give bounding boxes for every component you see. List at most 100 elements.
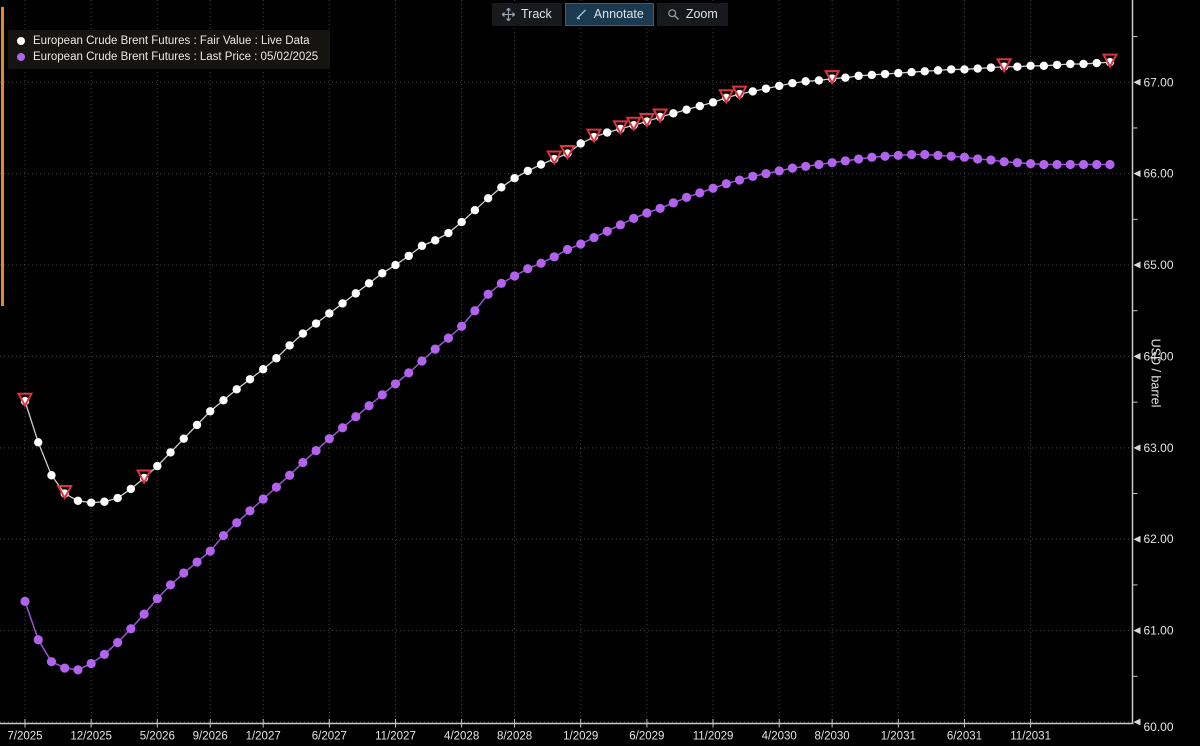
last-price-point [920, 149, 930, 160]
last-price-point [787, 163, 798, 173]
y-axis-label: 63.00 [1144, 441, 1174, 455]
last-price-point [192, 557, 202, 567]
fair-value-point [880, 69, 890, 79]
last-price-point [311, 445, 321, 456]
legend-item-fair-value[interactable]: European Crude Brent Futures : Fair Valu… [17, 33, 318, 49]
fair-value-point [444, 228, 453, 238]
legend-item-label: European Crude Brent Futures : Fair Valu… [33, 35, 310, 47]
last-price-point [443, 333, 454, 343]
fair-value-point [933, 66, 943, 75]
last-price-point [232, 518, 242, 528]
magnifier-icon [668, 9, 679, 20]
last-price-point [774, 166, 784, 176]
last-price-point [483, 289, 493, 299]
fair-value-line [24, 61, 1111, 504]
fair-value-point [206, 407, 215, 416]
fair-value-point [126, 484, 136, 494]
last-price-point [734, 175, 745, 185]
fair-value-point [404, 251, 413, 261]
panel-accent-bar [1, 7, 4, 306]
last-price-point [126, 624, 136, 634]
last-price-point [86, 658, 96, 669]
last-price-point [523, 264, 533, 274]
annotation-triangle-icon [718, 89, 735, 105]
fair-value-point [497, 183, 506, 192]
last-price-point [46, 657, 57, 667]
annotate-button[interactable]: Annotate [564, 3, 654, 26]
x-axis-label: 1/2027 [246, 731, 281, 743]
last-price-point [245, 506, 255, 516]
annotation-triangle-icon [559, 145, 576, 161]
legend-item-last-price[interactable]: European Crude Brent Futures : Last Pric… [17, 49, 318, 65]
zoom-button[interactable]: Zoom [656, 3, 728, 26]
last-price-point [748, 171, 758, 181]
annotation-triangle-icon [638, 113, 656, 129]
last-price-point [933, 150, 943, 160]
fair-value-point [788, 78, 797, 88]
fair-value-point [669, 109, 678, 118]
last-price-point [33, 635, 43, 645]
chart-toolbar: Track Annotate Zoom [492, 3, 728, 26]
y-tick-arrow-icon [1133, 627, 1141, 635]
x-axis-label: 8/2030 [815, 731, 850, 743]
x-axis-label: 6/2027 [312, 731, 347, 743]
track-button-label: Track [521, 7, 552, 21]
pencil-icon [576, 9, 586, 20]
last-price-point [60, 663, 70, 673]
x-axis-label: 8/2028 [497, 731, 532, 743]
y-tick-arrow-icon [1133, 718, 1141, 726]
annotation-triangle-icon [731, 85, 748, 101]
fair-value-point [272, 354, 281, 363]
last-price-point [589, 233, 599, 243]
last-price-point [218, 530, 229, 541]
fair-value-point [417, 241, 427, 251]
fair-value-point [1026, 61, 1035, 71]
last-price-point [417, 356, 427, 366]
last-price-point [801, 161, 811, 171]
fair-value-point [801, 77, 810, 86]
last-price-line [24, 153, 1110, 671]
x-axis-label: 11/2027 [375, 731, 416, 743]
x-axis-label: 1/2029 [563, 731, 598, 743]
y-tick-arrow-icon [1133, 444, 1141, 452]
last-price-point [205, 546, 215, 556]
annotation-triangle-icon [995, 58, 1013, 74]
last-price-point [509, 271, 520, 281]
fair-value-point [378, 269, 387, 278]
last-price-point [390, 379, 401, 389]
fair-value-point [391, 260, 400, 270]
last-price-point [470, 306, 480, 316]
fair-value-point [179, 434, 188, 443]
fair-value-point [960, 65, 969, 74]
fair-value-point [113, 493, 122, 503]
fair-value-point [1039, 61, 1049, 71]
fair-value-point [682, 105, 691, 114]
fair-value-point [34, 438, 43, 447]
x-axis-label: 4/2030 [762, 731, 797, 743]
y-axis-label: 62.00 [1144, 532, 1174, 546]
y-tick-arrow-icon [1133, 261, 1141, 269]
track-button[interactable]: Track [492, 3, 562, 26]
y-tick-arrow-icon [1133, 78, 1141, 86]
y-tick-arrow-icon [1133, 352, 1141, 360]
y-axis-label: 67.00 [1144, 75, 1174, 89]
x-axis-label: 4/2028 [444, 731, 479, 743]
fair-value-point [1066, 59, 1075, 69]
fair-value-point [947, 65, 956, 74]
last-price-point [681, 192, 692, 203]
last-price-point [615, 220, 626, 230]
last-price-point [840, 156, 850, 166]
fair-value-point [907, 68, 916, 77]
x-axis-label: 1/2031 [881, 731, 916, 743]
fair-value-point [894, 68, 903, 78]
fair-value-point [1013, 62, 1022, 71]
annotation-triangle-icon [1101, 53, 1119, 69]
last-price-point [364, 401, 374, 411]
fair-value-point [867, 70, 877, 80]
fair-value-point [166, 448, 175, 457]
last-price-point [1078, 159, 1089, 170]
last-price-point [258, 494, 268, 504]
annotation-triangle-icon [823, 70, 841, 86]
